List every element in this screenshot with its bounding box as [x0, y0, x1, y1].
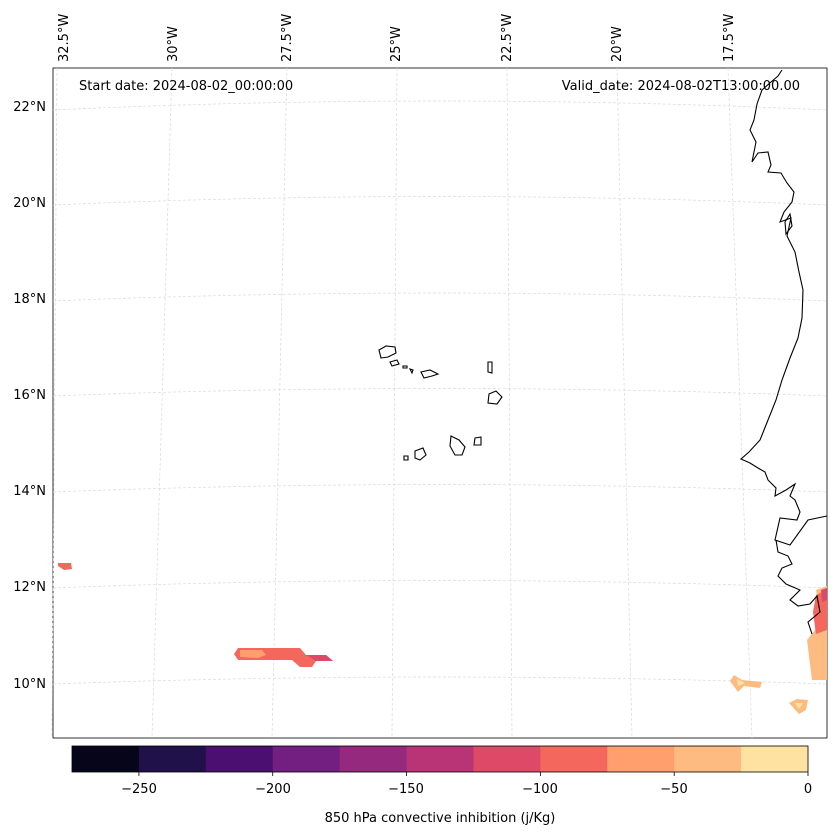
- lon-label: 27.5°W: [280, 14, 295, 62]
- lon-label: 30°W: [166, 26, 181, 62]
- colorbar-bin: [72, 746, 140, 772]
- colorbar-tick-label: −200: [255, 782, 291, 797]
- lon-label: 25°W: [389, 26, 404, 62]
- lat-label: 22°N: [13, 100, 46, 115]
- cin-contours: [58, 563, 827, 714]
- colorbar-tick-label: −150: [388, 782, 424, 797]
- lat-label: 16°N: [13, 388, 46, 403]
- lat-label: 14°N: [13, 484, 46, 499]
- cin-patch: [821, 588, 827, 602]
- colorbar-ticks: [138, 772, 809, 776]
- colorbar: [72, 746, 809, 772]
- colorbar-bin: [741, 746, 809, 772]
- colorbar-bin: [540, 746, 608, 772]
- colorbar-bin: [607, 746, 675, 772]
- coastline: [378, 69, 828, 635]
- colorbar-tick-label: −100: [522, 782, 558, 797]
- lon-label: 20°W: [610, 26, 625, 62]
- cin-patch: [240, 650, 266, 658]
- colorbar-frame: [71, 745, 809, 773]
- lat-label: 10°N: [13, 677, 46, 692]
- valid-date-label: Valid_date: 2024-08-02T13:00:00.00: [562, 79, 800, 94]
- cin-patch: [795, 703, 803, 709]
- cin-patch: [58, 563, 72, 570]
- colorbar-bin: [674, 746, 742, 772]
- longitude-labels: 32.5°W 30°W 27.5°W 25°W 22.5°W 20°W 17.5…: [57, 14, 737, 62]
- colorbar-tick-label: 0: [804, 782, 812, 797]
- colorbar-bin: [272, 746, 341, 772]
- colorbar-bin: [406, 746, 474, 772]
- colorbar-label: 850 hPa convective inhibition (j/Kg): [325, 811, 556, 826]
- lon-label: 32.5°W: [57, 14, 72, 62]
- gridlines: [51, 67, 828, 739]
- colorbar-bin: [205, 746, 274, 772]
- cin-patch: [737, 679, 745, 686]
- cin-patch: [306, 655, 333, 661]
- colorbar-bin: [473, 746, 541, 772]
- lon-label: 17.5°W: [722, 14, 737, 62]
- colorbar-tick-label: −50: [660, 782, 687, 797]
- colorbar-tick-label: −250: [121, 782, 157, 797]
- cin-patch: [730, 675, 762, 692]
- map-frame: [52, 67, 828, 739]
- lon-label: 22.5°W: [500, 14, 515, 62]
- lat-label: 20°N: [13, 196, 46, 211]
- latitude-labels: 22°N 20°N 18°N 16°N 14°N 12°N 10°N: [13, 100, 46, 692]
- start-date-label: Start date: 2024-08-02_00:00:00: [79, 79, 293, 94]
- lat-label: 18°N: [13, 292, 46, 307]
- lat-label: 12°N: [13, 580, 46, 595]
- colorbar-bin: [339, 746, 408, 772]
- colorbar-bin: [138, 746, 207, 772]
- colorbar-tick-labels: −250 −200 −150 −100 −50 0: [121, 782, 812, 797]
